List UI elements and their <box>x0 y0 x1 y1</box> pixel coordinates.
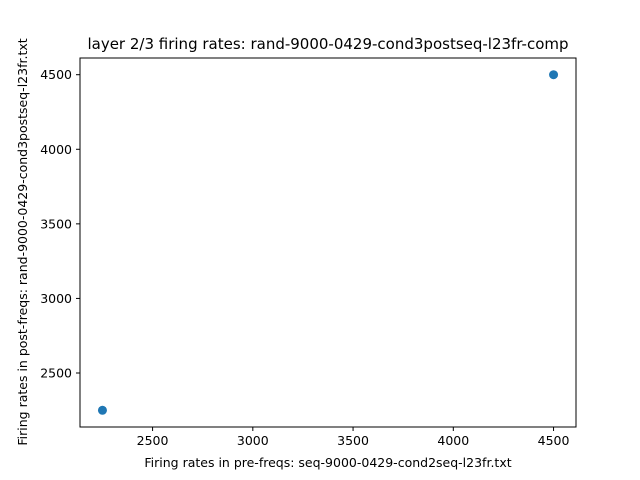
plot-area <box>80 58 576 427</box>
y-tick-label: 4000 <box>40 142 72 157</box>
data-point <box>549 70 559 80</box>
x-tick-label: 2500 <box>137 433 169 448</box>
x-tick-label: 4500 <box>538 433 570 448</box>
plot-frame <box>79 57 577 428</box>
data-points <box>97 70 559 415</box>
x-tick-label: 3000 <box>237 433 269 448</box>
y-tick-label: 2500 <box>40 366 72 381</box>
chart-title: layer 2/3 firing rates: rand-9000-0429-c… <box>87 35 568 53</box>
y-axis-ticks: 2500 3000 3500 4000 4500 <box>40 67 80 381</box>
y-tick-label: 3000 <box>40 291 72 306</box>
x-tick-label: 4000 <box>437 433 469 448</box>
y-tick-label: 4500 <box>40 67 72 82</box>
x-axis-ticks: 2500 3000 3500 4000 4500 <box>137 427 570 448</box>
x-axis-label: Firing rates in pre-freqs: seq-9000-0429… <box>144 455 511 470</box>
y-axis-label: Firing rates in post-freqs: rand-9000-04… <box>15 38 30 445</box>
x-tick-label: 3500 <box>337 433 369 448</box>
data-point <box>97 405 107 415</box>
y-tick-label: 3500 <box>40 216 72 231</box>
